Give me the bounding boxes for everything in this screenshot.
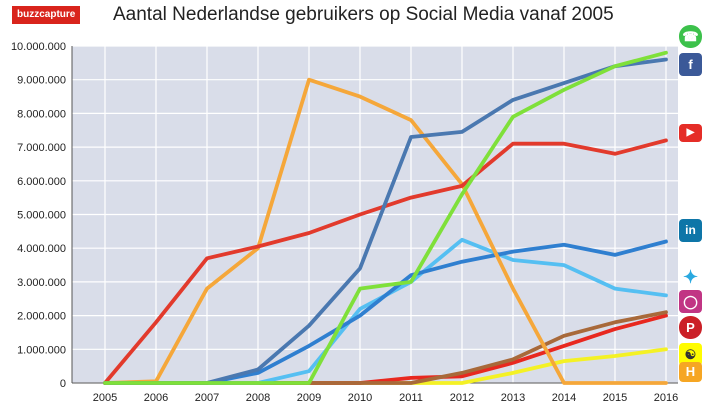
y-tick-label: 9.000.000 <box>17 75 66 87</box>
facebook-icon: f <box>679 53 702 76</box>
series-line-whatsapp <box>103 50 668 385</box>
instagram-icon: ◯ <box>679 290 702 313</box>
chart-title: Aantal Nederlandse gebruikers op Social … <box>113 4 614 25</box>
y-tick-label: 7.000.000 <box>17 142 66 154</box>
series-line-hyves <box>103 77 668 385</box>
twitter-icon: ✦ <box>679 266 702 289</box>
whatsapp-icon: ☎ <box>679 25 702 48</box>
y-tick-label: 5.000.000 <box>17 210 66 222</box>
x-tick-label: 2016 <box>654 392 678 404</box>
x-tick-label: 2006 <box>144 392 168 404</box>
linkedin-icon: in <box>679 219 702 242</box>
x-tick-label: 2005 <box>93 392 117 404</box>
y-tick-label: 2.000.000 <box>17 311 66 323</box>
x-tick-label: 2011 <box>399 392 423 404</box>
x-tick-label: 2012 <box>450 392 474 404</box>
series-lines <box>103 50 668 385</box>
snapchat-icon: ☯ <box>679 343 702 366</box>
x-tick-label: 2015 <box>603 392 627 404</box>
buzzcapture-logo: buzzcapture <box>12 6 81 24</box>
x-axis: 2005 2006 2007 2008 2009 2010 2011 2012 2013 2014… <box>72 382 678 404</box>
y-tick-label: 1.000.000 <box>17 344 66 356</box>
x-tick-label: 2014 <box>552 392 576 404</box>
youtube-icon: ▶ <box>679 124 702 142</box>
y-tick-label: 4.000.000 <box>17 243 66 255</box>
gridlines <box>72 45 678 384</box>
y-axis: 0 1.000.000 2.000.000 3.000.000 4.000.000 5.0… <box>11 41 73 390</box>
pinterest-icon: P <box>679 316 702 339</box>
x-tick-label: 2010 <box>348 392 372 404</box>
x-tick-label: 2013 <box>501 392 525 404</box>
y-tick-label: 10.000.000 <box>11 41 66 53</box>
y-tick-label: 3.000.000 <box>17 277 66 289</box>
x-tick-label: 2008 <box>246 392 270 404</box>
x-tick-label: 2009 <box>297 392 321 404</box>
hyves-icon: H <box>679 362 702 382</box>
y-tick-label: 0 <box>60 378 66 390</box>
y-tick-label: 6.000.000 <box>17 176 66 188</box>
x-tick-label: 2007 <box>195 392 219 404</box>
y-tick-label: 8.000.000 <box>17 108 66 120</box>
